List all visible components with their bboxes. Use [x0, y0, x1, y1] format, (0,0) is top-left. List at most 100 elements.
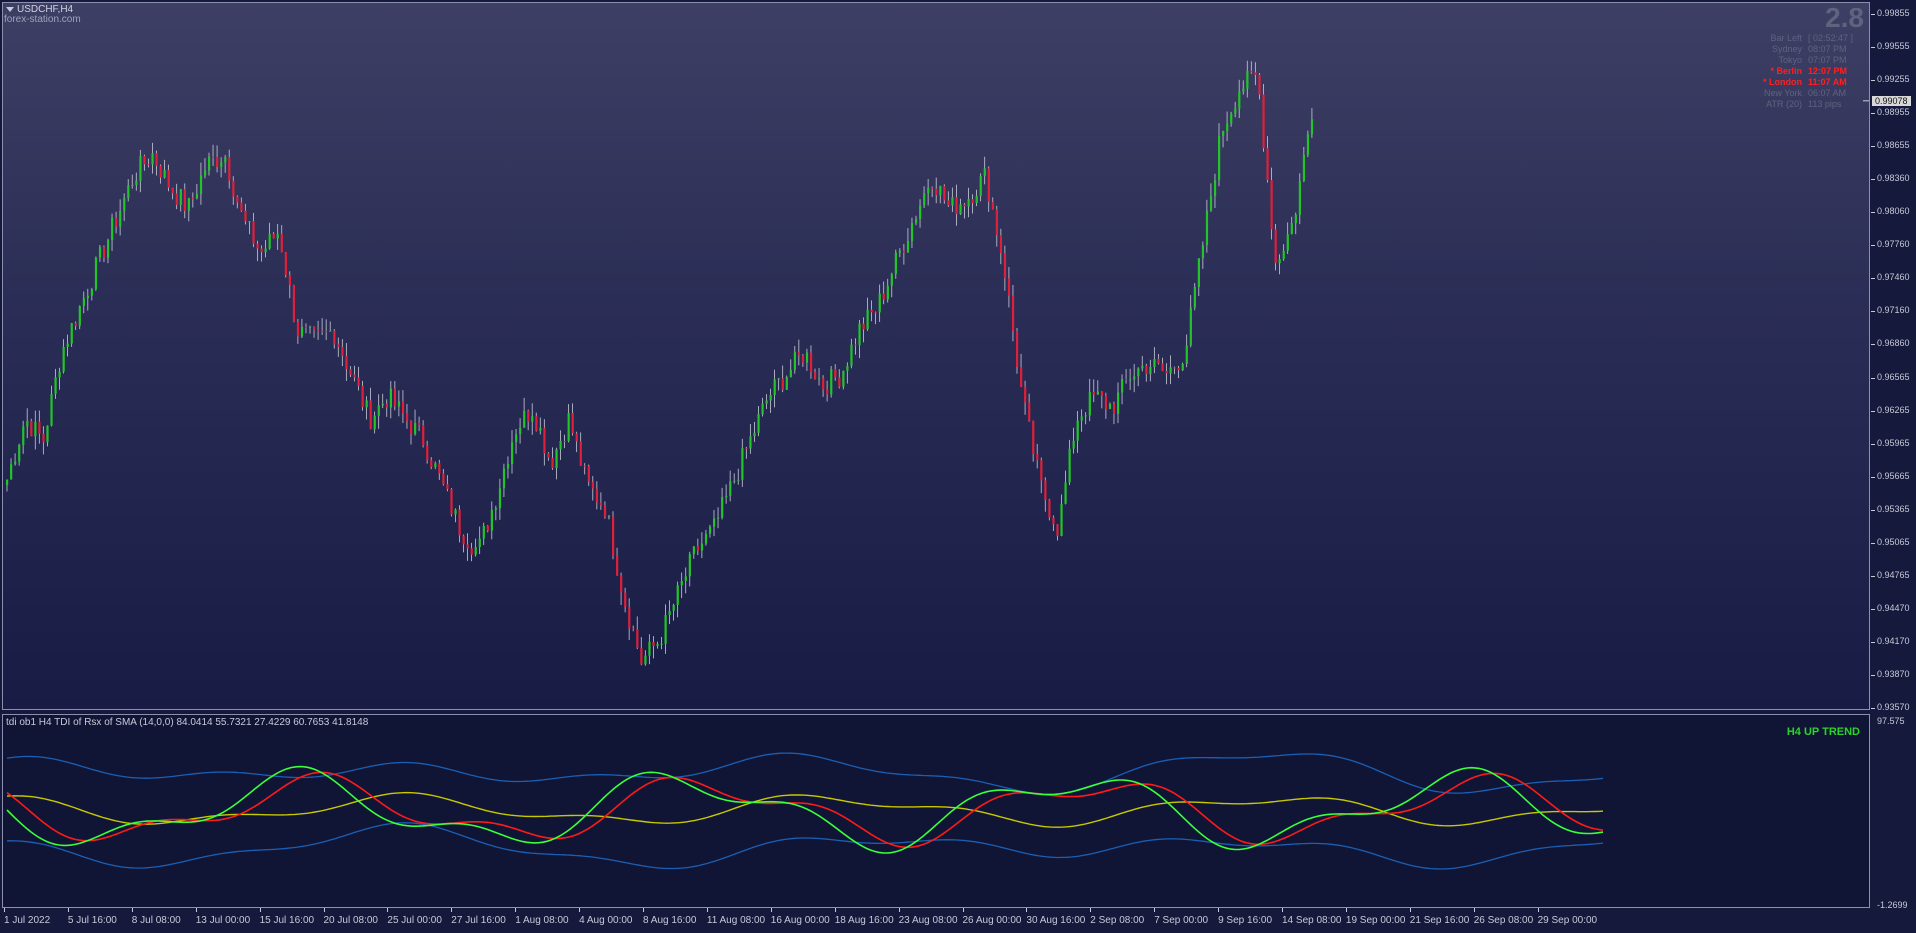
bull-candle	[1294, 214, 1297, 224]
indicator-panel[interactable]	[2, 714, 1870, 908]
time-tick-mark	[195, 908, 197, 912]
bear-candle	[426, 445, 429, 461]
bull-candle	[818, 378, 821, 380]
info-label: * London	[1763, 77, 1802, 87]
bull-candle	[389, 388, 392, 408]
info-value: 11:07 AM	[1808, 77, 1847, 87]
bear-candle	[1161, 363, 1164, 372]
bear-candle	[462, 535, 465, 545]
bull-candle	[82, 298, 85, 307]
bull-candle	[66, 343, 69, 348]
time-tick-mark	[1537, 908, 1539, 912]
price-tick-mark	[1871, 47, 1875, 49]
price-axis[interactable]	[1871, 0, 1916, 933]
bull-candle	[1286, 234, 1289, 251]
bull-candle	[94, 257, 98, 290]
bull-candle	[1096, 391, 1099, 395]
bear-candle	[632, 628, 635, 630]
bull-candle	[1298, 181, 1301, 215]
bear-candle	[1104, 395, 1108, 409]
info-value: 08:07 PM	[1808, 44, 1847, 54]
time-tick-label: 8 Jul 08:00	[131, 915, 181, 926]
bull-candle	[1205, 210, 1209, 246]
bull-candle	[967, 199, 970, 207]
upper-volatility-band	[6, 752, 1604, 795]
bull-candle	[10, 464, 13, 480]
bull-candle	[1230, 113, 1233, 124]
bull-candle	[1242, 88, 1245, 92]
info-row: ATR (20) 113 pips	[1742, 99, 1864, 109]
candlestick-chart	[6, 60, 1869, 666]
symbol-label[interactable]: USDCHF,H4	[6, 4, 73, 15]
bear-candle	[999, 235, 1003, 254]
bear-candle	[349, 369, 352, 375]
bull-candle	[741, 448, 744, 480]
bear-candle	[115, 217, 118, 227]
bear-candle	[167, 169, 170, 188]
bear-candle	[854, 344, 857, 346]
bull-candle	[927, 187, 930, 194]
bear-candle	[212, 156, 215, 158]
time-tick-label: 27 Jul 16:00	[451, 915, 506, 926]
time-tick-mark	[515, 908, 517, 912]
bear-candle	[963, 204, 966, 207]
bull-candle	[1064, 482, 1067, 504]
bull-candle	[559, 441, 562, 450]
bear-candle	[288, 275, 291, 285]
bull-candle	[846, 365, 849, 371]
price-tick-label: 0.99255	[1877, 74, 1910, 85]
bear-candle	[797, 352, 801, 356]
bull-candle	[276, 233, 279, 239]
bear-candle	[1016, 331, 1019, 367]
bull-candle	[1310, 119, 1314, 135]
bull-candle	[107, 240, 110, 258]
bull-candle	[373, 415, 376, 430]
bear-candle	[612, 516, 615, 556]
time-tick-label: 7 Sep 00:00	[1154, 915, 1209, 926]
info-value: [ 02:52:47 ]	[1808, 33, 1854, 43]
bear-candle	[385, 403, 388, 408]
bear-candle	[628, 607, 631, 629]
price-tick-mark	[1871, 311, 1875, 313]
bull-candle	[1117, 392, 1120, 414]
price-tick-mark	[1871, 245, 1875, 247]
bull-candle	[119, 211, 122, 227]
bear-candle	[337, 344, 340, 347]
time-tick-label: 23 Aug 08:00	[898, 915, 958, 926]
bear-candle	[470, 548, 473, 555]
price-tick-mark	[1871, 278, 1875, 280]
bear-candle	[284, 252, 287, 276]
bull-candle	[414, 422, 417, 435]
time-tick-mark	[1026, 908, 1028, 912]
bear-candle	[252, 221, 255, 244]
bear-candle	[1157, 358, 1160, 364]
price-chart-panel[interactable]	[2, 2, 1870, 710]
bull-candle	[127, 185, 130, 199]
bear-candle	[943, 186, 946, 201]
time-tick-mark	[770, 908, 772, 912]
bull-candle	[139, 156, 142, 181]
bull-candle	[90, 289, 94, 296]
bull-candle	[1108, 403, 1112, 409]
price-tick-label: 0.95965	[1877, 437, 1910, 448]
bull-candle	[98, 246, 102, 258]
bear-candle	[1145, 365, 1148, 375]
bull-candle	[14, 461, 17, 465]
bear-candle	[1032, 420, 1035, 455]
time-axis[interactable]	[0, 908, 1871, 933]
bear-candle	[1250, 70, 1253, 73]
time-tick-label: 16 Aug 00:00	[770, 915, 830, 926]
price-tick-label: 0.98655	[1877, 140, 1910, 151]
price-tick-label: 0.93570	[1877, 702, 1910, 712]
bull-candle	[70, 323, 73, 344]
info-value: 06:07 AM	[1808, 88, 1847, 98]
time-tick-mark	[706, 908, 708, 912]
bear-candle	[341, 346, 344, 356]
bear-candle	[599, 502, 603, 506]
time-tick-mark	[4, 908, 5, 912]
bear-candle	[1007, 278, 1011, 296]
bear-candle	[353, 374, 356, 378]
bull-candle	[18, 444, 21, 462]
bull-candle	[179, 189, 182, 205]
bear-candle	[809, 352, 813, 373]
